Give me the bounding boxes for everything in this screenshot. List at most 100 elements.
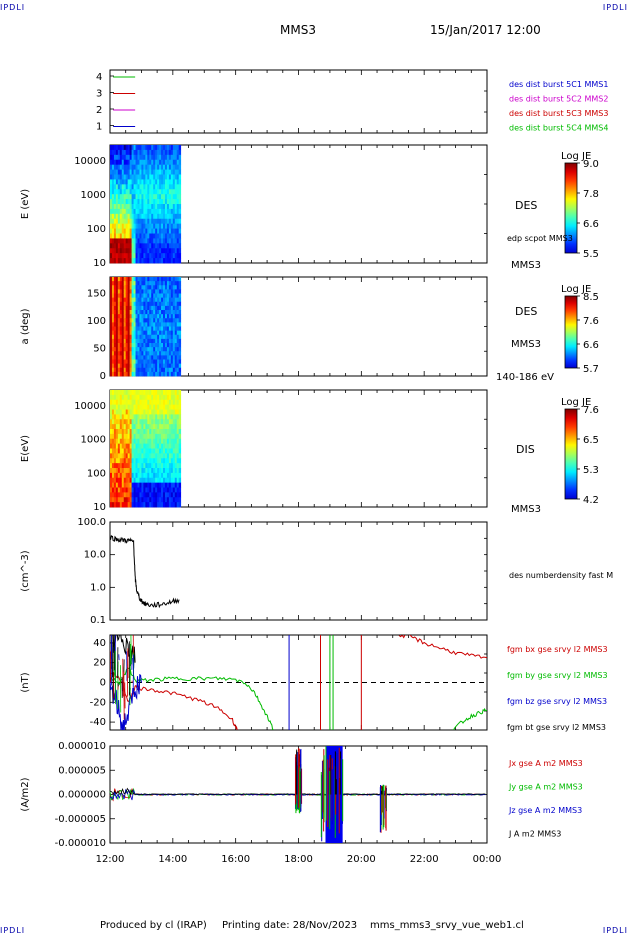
des-pitch-label-mms3: MMS3 bbox=[511, 339, 541, 350]
des-pitch-colorbar-tick-label: 5.7 bbox=[583, 364, 599, 375]
bfield-y-tick-label: 20 bbox=[93, 658, 106, 669]
heatmap-cell bbox=[179, 395, 181, 400]
heatmap-cell bbox=[179, 424, 181, 429]
heatmap-cell bbox=[179, 165, 181, 170]
heatmap-cell bbox=[179, 355, 181, 360]
footer-printing-date: Printing date: 28/Nov/2023 bbox=[222, 920, 357, 931]
des-energy-colorbar-tick-label: 6.6 bbox=[583, 219, 599, 230]
footer-produced-by: Produced by cl (IRAP) bbox=[100, 920, 207, 931]
legend-entry-1: des dist burst 5C1 MMS1 bbox=[509, 80, 608, 89]
heatmap-cell bbox=[179, 281, 181, 286]
des-pitch-colorbar-tick-label: 6.6 bbox=[583, 340, 599, 351]
heatmap-cell bbox=[179, 155, 181, 160]
time-axis-label: 16:00 bbox=[221, 854, 250, 865]
heatmap-cell bbox=[179, 243, 181, 248]
des-energy-label-mms3: MMS3 bbox=[511, 260, 541, 271]
spacecraft-y-tick-label: 3 bbox=[96, 89, 102, 100]
time-axis-label: 00:00 bbox=[473, 854, 502, 865]
des-energy-y-tick-label: 100 bbox=[87, 224, 106, 235]
heatmap-cell bbox=[179, 439, 181, 444]
heatmap-cell bbox=[179, 497, 181, 502]
bfield-series-3-line bbox=[110, 675, 141, 734]
des-pitch-y-tick-label: 50 bbox=[93, 344, 106, 355]
current-series-3-label: Jz gse A m2 MMS3 bbox=[508, 806, 582, 815]
des-pitch-colorbar-tick-label: 7.6 bbox=[583, 316, 599, 327]
heatmap-cell bbox=[179, 145, 181, 150]
heatmap-cell bbox=[179, 229, 181, 234]
density-y-tick-label: 1.0 bbox=[90, 582, 106, 593]
heatmap-cell bbox=[179, 463, 181, 468]
des-energy-colorbar-tick-label: 7.8 bbox=[583, 189, 599, 200]
dis-energy-label-dis: DIS bbox=[516, 443, 535, 456]
heatmap-cell bbox=[179, 360, 181, 365]
heatmap-cell bbox=[179, 204, 181, 209]
dis-energy-colorbar-tick-label: 5.3 bbox=[583, 465, 599, 476]
heatmap-cell bbox=[179, 351, 181, 356]
heatmap-cell bbox=[179, 468, 181, 473]
bfield-y-tick-label: -20 bbox=[90, 697, 106, 708]
bfield-y-tick-label: -40 bbox=[90, 717, 106, 728]
heatmap-cell bbox=[179, 150, 181, 155]
current-y-tick-label: 0.000005 bbox=[58, 765, 106, 776]
heatmap-cell bbox=[179, 294, 181, 299]
heatmap-cell bbox=[179, 160, 181, 165]
spacecraft-y-tick-label: 2 bbox=[96, 105, 102, 116]
des-energy-y-tick-label: 1000 bbox=[81, 190, 106, 201]
bfield-series-3-label: fgm bz gse srvy l2 MMS3 bbox=[507, 697, 607, 706]
current-y-tick-label: -0.000010 bbox=[55, 838, 106, 849]
dis-energy-colorbar-tick-label: 4.2 bbox=[583, 495, 599, 506]
spacecraft-y-tick-label: 1 bbox=[96, 122, 102, 133]
bfield-series-2-label: fgm by gse srvy l2 MMS3 bbox=[507, 671, 608, 680]
bfield-series-1-label: fgm bx gse srvy l2 MMS3 bbox=[507, 645, 608, 654]
des-pitch-y-tick-label: 150 bbox=[87, 289, 106, 300]
spacecraft-panel-frame bbox=[110, 70, 487, 133]
heatmap-cell bbox=[179, 502, 181, 507]
current-series-2-label: Jy gse A m2 MMS3 bbox=[508, 783, 583, 792]
dis-energy-label-mms3: MMS3 bbox=[511, 504, 541, 515]
dis-energy-y-tick-label: 10 bbox=[93, 502, 106, 513]
footer-file-name: mms_mms3_srvy_vue_web1.cl bbox=[370, 920, 524, 931]
heatmap-cell bbox=[179, 184, 181, 189]
heatmap-cell bbox=[179, 400, 181, 405]
bfield-series-4-label: fgm bt gse srvy l2 MMS3 bbox=[507, 723, 606, 732]
density-series-label: des numberdensity fast M bbox=[509, 571, 613, 580]
heatmap-cell bbox=[179, 410, 181, 415]
bfield-y-tick-label: 40 bbox=[93, 638, 106, 649]
heatmap-cell bbox=[179, 179, 181, 184]
bfield-y-tick-label: 0 bbox=[100, 678, 106, 689]
heatmap-cell bbox=[179, 306, 181, 311]
heatmap-cell bbox=[179, 314, 181, 319]
density-ylabel: (cm^-3) bbox=[20, 550, 31, 591]
current-series-4-label: J A m2 MMS3 bbox=[508, 830, 561, 839]
dis-energy-y-tick-label: 10000 bbox=[74, 401, 106, 412]
legend-entry-4: des dist burst 5C4 MMS4 bbox=[509, 124, 608, 133]
des-pitch-label-range: 140-186 eV bbox=[496, 372, 554, 383]
current-y-tick-label: 0.000010 bbox=[58, 741, 106, 752]
des-energy-y-tick-label: 10 bbox=[93, 258, 106, 269]
current-y-tick-label: 0.000000 bbox=[58, 790, 106, 801]
heatmap-cell bbox=[179, 318, 181, 323]
des-pitch-cells bbox=[110, 277, 181, 376]
heatmap-cell bbox=[179, 302, 181, 307]
heatmap-cell bbox=[179, 331, 181, 336]
dis-energy-colorbar-bar bbox=[565, 409, 577, 499]
heatmap-cell bbox=[179, 414, 181, 419]
density-y-tick-label: 10.0 bbox=[84, 550, 106, 561]
des-energy-colorbar-tick-label: 9.0 bbox=[583, 159, 599, 170]
des-energy-label-des: DES bbox=[515, 199, 537, 212]
spacecraft-y-tick-label: 4 bbox=[96, 72, 102, 83]
legend-entry-3: des dist burst 5C3 MMS3 bbox=[509, 109, 608, 118]
heatmap-cell bbox=[179, 289, 181, 294]
heatmap-cell bbox=[179, 189, 181, 194]
legend-entry-2: des dist burst 5C2 MMS2 bbox=[509, 95, 608, 104]
dis-energy-colorbar-tick-label: 7.6 bbox=[583, 405, 599, 416]
heatmap-cell bbox=[179, 368, 181, 373]
current-y-tick-label: -0.000005 bbox=[55, 814, 106, 825]
dis-energy-cells bbox=[110, 390, 181, 507]
dis-energy-y-tick-label: 100 bbox=[87, 468, 106, 479]
heatmap-cell bbox=[179, 343, 181, 348]
density-series-line bbox=[110, 536, 179, 607]
heatmap-cell bbox=[179, 419, 181, 424]
bfield-series-1-segment bbox=[399, 634, 487, 658]
